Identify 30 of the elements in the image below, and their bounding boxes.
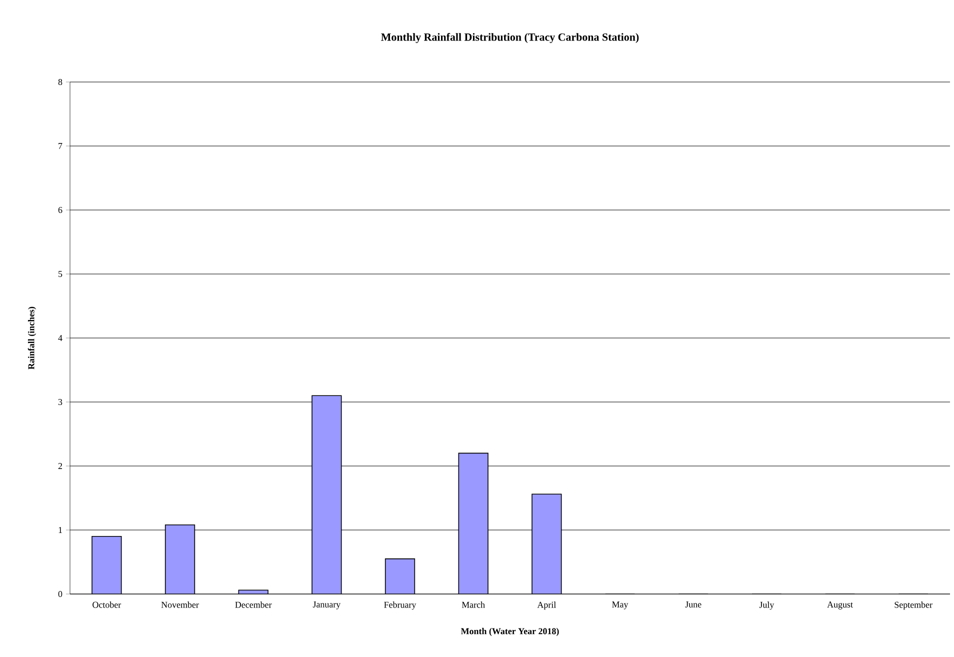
x-tick-label: March xyxy=(462,602,485,608)
bar xyxy=(92,536,122,594)
x-tick-label: January xyxy=(312,602,341,610)
y-tick-label: 2 xyxy=(58,463,62,469)
x-tick-label: June xyxy=(685,602,702,608)
bar xyxy=(384,558,416,594)
y-axis-title: Rainfall (inches) xyxy=(28,306,36,370)
bar xyxy=(164,524,196,594)
y-tick-label: 3 xyxy=(58,398,62,406)
bar xyxy=(532,494,562,594)
y-tick-label: 6 xyxy=(58,206,62,214)
x-tick-label: August xyxy=(827,602,853,610)
bar xyxy=(312,395,342,594)
y-tick-label: 0 xyxy=(58,590,62,598)
x-tick-label: November xyxy=(161,602,199,608)
y-tick-label: 7 xyxy=(58,143,62,149)
y-tick-label: 5 xyxy=(58,271,62,277)
bar xyxy=(458,452,488,594)
x-tick-label: July xyxy=(759,602,774,610)
x-axis-title: Month (Water Year 2018) xyxy=(460,628,559,636)
x-tick-label: September xyxy=(894,602,932,610)
y-tick-label: 4 xyxy=(58,335,62,341)
x-tick-label: October xyxy=(92,602,122,608)
x-tick-label: February xyxy=(384,602,416,610)
x-tick-label: May xyxy=(612,602,628,610)
x-tick-label: December xyxy=(235,602,272,608)
x-tick-label: April xyxy=(537,602,556,610)
y-tick-label: 1 xyxy=(58,527,62,533)
chart-title: Monthly Rainfall Distribution (Tracy Carbona Station) xyxy=(381,32,639,44)
y-tick-label: 8 xyxy=(58,78,62,86)
